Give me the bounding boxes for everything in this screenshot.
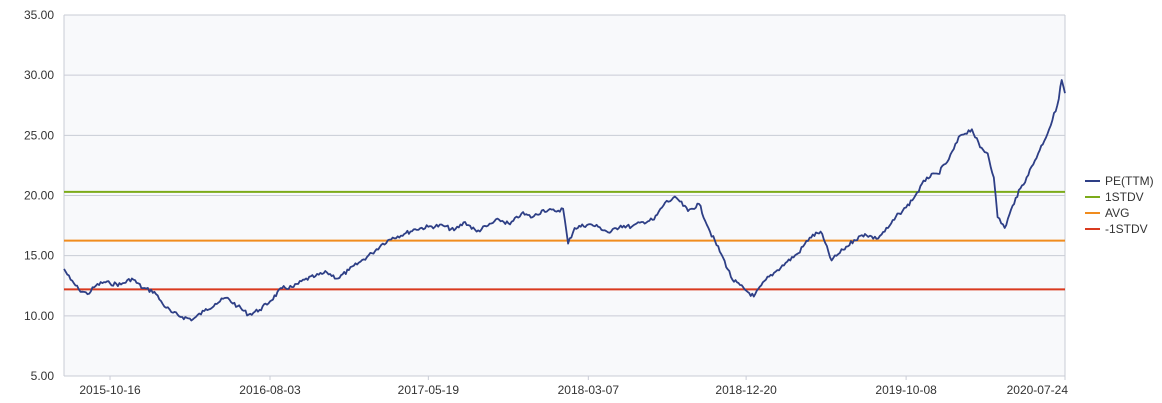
x-tick-label: 2017-05-19 (398, 383, 460, 397)
x-tick-label: 2019-10-08 (875, 383, 937, 397)
legend-label-1stdv: -1STDV (1105, 222, 1148, 236)
y-tick-label: 20.00 (24, 189, 54, 203)
y-tick-label: 5.00 (31, 369, 55, 383)
series-line-pe-ttm (63, 79, 1066, 322)
x-tick-label: 2016-08-03 (239, 383, 301, 397)
y-tick-label: 10.00 (24, 309, 54, 323)
x-tick-label: 2018-12-20 (715, 383, 777, 397)
grid-lines (64, 14, 1065, 377)
y-tick-label: 15.00 (24, 249, 54, 263)
legend-label-1stdv: 1STDV (1105, 190, 1144, 204)
x-tick-label: 2015-10-16 (79, 383, 141, 397)
legend-label-avg: AVG (1105, 206, 1129, 220)
y-axis: 5.00 10.00 15.00 20.00 25.00 30.00 35.00 (24, 8, 1066, 383)
legend-label-pe-ttm: PE(TTM) (1105, 174, 1154, 188)
y-tick-label: 35.00 (24, 8, 54, 22)
band-lines (64, 190, 1065, 291)
x-tick-label: 2018-03-07 (558, 383, 620, 397)
y-tick-label: 25.00 (24, 128, 54, 142)
y-tick-label: 30.00 (24, 68, 54, 82)
series-lines (63, 79, 1066, 322)
x-tick-label: 2020-07-24 (1007, 383, 1069, 397)
legend: PE(TTM) 1STDV AVG -1STDV (1085, 174, 1154, 236)
x-axis: 2015-10-16 2016-08-03 2017-05-19 2018-03-07… (79, 376, 1068, 397)
